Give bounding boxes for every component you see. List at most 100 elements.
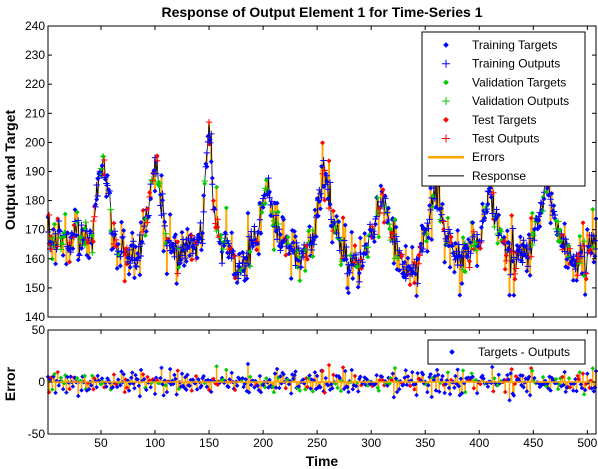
training-output-point	[136, 231, 144, 239]
error-point	[278, 373, 283, 379]
training-target-point	[457, 292, 463, 298]
training-output-point	[385, 216, 392, 224]
error-point	[58, 375, 64, 381]
training-target-point	[356, 270, 362, 276]
training-target-point	[526, 232, 532, 238]
error-point	[273, 385, 279, 391]
training-target-point	[178, 257, 184, 263]
training-target-point	[439, 201, 446, 207]
training-target-point	[519, 242, 526, 248]
test-output-point	[583, 270, 590, 277]
error-point	[176, 386, 182, 392]
error-point	[322, 390, 328, 396]
training-output-point	[267, 201, 274, 209]
training-target-point	[488, 194, 494, 200]
error-point	[246, 390, 252, 395]
error-point	[455, 367, 461, 372]
validation-target-point	[61, 233, 67, 240]
training-output-point	[343, 243, 350, 251]
training-output-point	[236, 260, 243, 267]
training-output-point	[493, 206, 500, 213]
training-output-point	[510, 254, 518, 261]
validation-output-point	[423, 230, 430, 238]
y-tick-label: 50	[32, 323, 46, 337]
training-target-point	[131, 275, 138, 281]
training-output-point	[419, 245, 427, 253]
training-output-point	[132, 262, 139, 270]
training-output-point	[363, 248, 371, 256]
validation-output-point	[554, 218, 562, 225]
error-point	[489, 364, 495, 370]
training-target-point	[444, 234, 450, 240]
test-target-point	[448, 234, 454, 240]
error-point	[182, 374, 188, 380]
training-output-point	[318, 194, 325, 202]
training-output-point	[524, 263, 532, 270]
validation-target-point	[354, 264, 360, 270]
validation-target-point	[423, 238, 429, 244]
test-output-point	[369, 223, 376, 230]
error-point	[53, 390, 58, 396]
validation-target-point	[302, 268, 308, 274]
training-target-point	[57, 228, 63, 234]
training-target-point	[573, 277, 580, 284]
training-output-point	[75, 217, 82, 224]
training-target-point	[143, 228, 149, 234]
training-output-point	[295, 244, 302, 252]
test-output-point	[466, 264, 473, 271]
training-target-point	[160, 197, 166, 203]
error-point	[335, 385, 341, 391]
training-target-point	[139, 239, 145, 245]
validation-target-point	[62, 211, 68, 217]
test-output-point	[174, 270, 181, 277]
training-target-point	[204, 164, 210, 170]
error-point	[512, 381, 518, 387]
training-target-point	[294, 256, 300, 262]
y-tick-label: 170	[25, 223, 45, 237]
validation-output-point	[529, 241, 536, 249]
validation-target-point	[82, 225, 88, 231]
error-point	[160, 381, 165, 387]
training-target-point	[183, 258, 189, 264]
error-point	[274, 366, 280, 372]
training-output-point	[195, 239, 202, 246]
test-output-point	[54, 243, 61, 250]
bottom-plot-data	[45, 361, 598, 403]
training-output-point	[402, 275, 409, 282]
training-target-point	[464, 245, 470, 251]
error-point	[163, 383, 169, 388]
error-point	[452, 385, 457, 391]
training-target-point	[60, 252, 66, 258]
error-point	[502, 389, 508, 395]
training-output-point	[340, 237, 348, 244]
training-target-point	[84, 252, 90, 258]
test-output-point	[388, 234, 395, 241]
training-target-point	[221, 243, 227, 249]
error-point	[54, 378, 60, 384]
error-point	[340, 365, 346, 370]
error-point	[329, 385, 335, 391]
training-target-point	[371, 239, 377, 245]
training-target-point	[359, 263, 366, 269]
training-target-point	[102, 176, 108, 182]
error-point	[562, 369, 568, 375]
test-target-point	[67, 259, 73, 265]
error-point	[435, 372, 441, 378]
training-output-point	[159, 190, 166, 198]
training-output-point	[389, 238, 396, 246]
test-output-point	[416, 252, 424, 259]
validation-target-point	[156, 183, 162, 189]
validation-target-point	[263, 177, 269, 183]
training-target-point	[484, 209, 490, 215]
error-point	[141, 376, 147, 382]
test-output-point	[503, 257, 510, 265]
test-target-point	[90, 239, 96, 245]
error-point	[425, 389, 430, 395]
training-target-point	[292, 233, 299, 240]
error-point	[350, 386, 356, 392]
training-target-point	[538, 210, 544, 216]
y-tick-label: 200	[25, 135, 45, 149]
test-output-point	[48, 245, 55, 253]
error-point	[346, 389, 351, 395]
